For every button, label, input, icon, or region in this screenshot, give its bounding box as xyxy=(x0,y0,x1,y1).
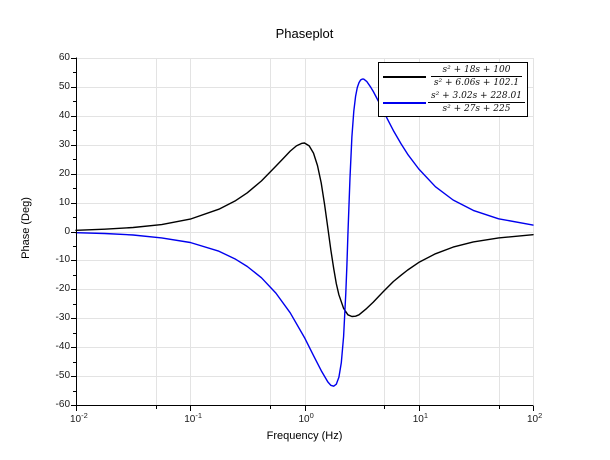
x-tick-exponent: 0 xyxy=(309,411,314,420)
legend-line-sample-series2 xyxy=(383,101,426,104)
fraction-numerator: s² + 18s + 100 xyxy=(430,65,523,77)
y-tick-label: 60 xyxy=(58,52,70,63)
legend-entry-1: s² + 18s + 100 s² + 6.06s + 102.1 xyxy=(379,64,527,90)
y-tick-label: -50 xyxy=(55,370,70,382)
x-tick-base: 10 xyxy=(527,414,539,425)
series-curve-1 xyxy=(75,142,534,318)
x-tick-label: 10-1 xyxy=(184,410,202,426)
x-tick-base: 10 xyxy=(298,414,310,425)
y-tick-label: 30 xyxy=(58,138,70,150)
x-tick-label: 101 xyxy=(413,410,428,426)
chart-title: Phaseplot xyxy=(275,26,334,41)
y-tick-label: -10 xyxy=(55,254,70,266)
y-tick-label: 40 xyxy=(58,109,70,121)
legend-box: s² + 18s + 100 s² + 6.06s + 102.1 s² + 3… xyxy=(378,62,528,117)
x-tick-label: 10-2 xyxy=(70,410,88,426)
x-tick-exponent: 2 xyxy=(538,411,543,420)
fraction-numerator: s² + 3.02s + 228.01 xyxy=(428,91,525,103)
x-tick-label: 102 xyxy=(527,410,542,426)
y-tick-label: -20 xyxy=(55,283,70,295)
y-tick-label: -30 xyxy=(55,312,70,324)
y-tick-label: -40 xyxy=(55,341,70,353)
legend-line-sample-series1 xyxy=(383,75,426,78)
transfer-function-fraction: s² + 18s + 100 s² + 6.06s + 102.1 xyxy=(430,65,523,89)
x-axis-label: Frequency (Hz) xyxy=(266,430,343,442)
series-curve-2 xyxy=(75,78,534,387)
y-tick-label: 0 xyxy=(64,225,70,237)
x-tick-exponent: -2 xyxy=(81,411,88,420)
y-tick-label: 50 xyxy=(58,80,70,92)
transfer-function-fraction: s² + 3.02s + 228.01 s² + 27s + 225 xyxy=(428,91,525,115)
x-tick-exponent: -1 xyxy=(195,411,203,420)
x-tick-base: 10 xyxy=(184,414,196,425)
legend-label-series2: s² + 3.02s + 228.01 s² + 27s + 225 xyxy=(426,91,527,115)
y-tick-label: 20 xyxy=(58,167,70,179)
x-tick-label: 100 xyxy=(299,410,314,426)
x-tick-base: 10 xyxy=(70,414,82,425)
legend-label-series1: s² + 18s + 100 s² + 6.06s + 102.1 xyxy=(426,65,527,89)
legend-entry-2: s² + 3.02s + 228.01 s² + 27s + 225 xyxy=(379,90,527,116)
fraction-denominator: s² + 6.06s + 102.1 xyxy=(433,78,520,88)
y-tick-label: 10 xyxy=(58,196,70,208)
y-tick-label: -60 xyxy=(55,399,70,410)
fraction-denominator: s² + 27s + 225 xyxy=(442,104,511,114)
x-tick-base: 10 xyxy=(412,414,424,425)
x-tick-exponent: 1 xyxy=(423,411,429,420)
